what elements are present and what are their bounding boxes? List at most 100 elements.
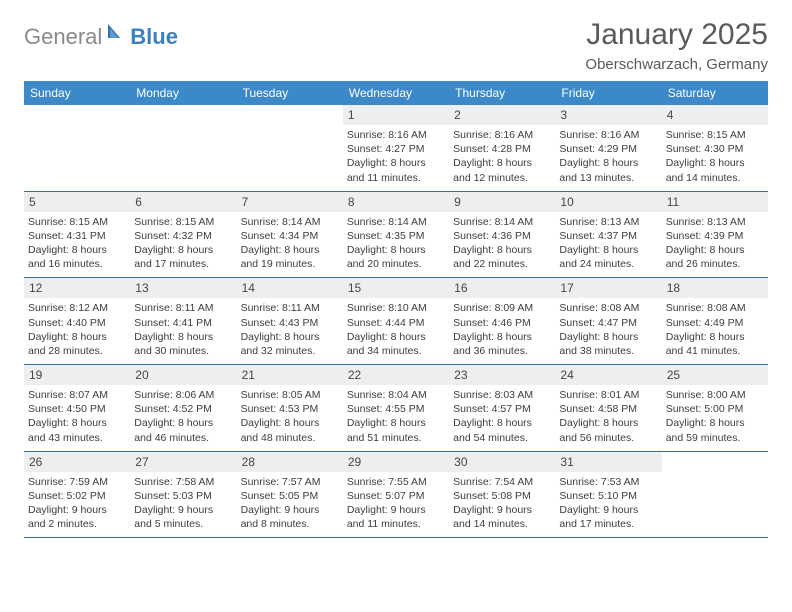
sunrise-text: Sunrise: 7:58 AM xyxy=(134,475,232,489)
sunrise-text: Sunrise: 8:15 AM xyxy=(28,215,126,229)
day-number: 18 xyxy=(662,278,768,298)
day-cell: 6Sunrise: 8:15 AMSunset: 4:32 PMDaylight… xyxy=(130,192,236,278)
day-number xyxy=(24,105,130,111)
day-cell xyxy=(237,105,343,191)
daylight-text: Daylight: 8 hours xyxy=(28,330,126,344)
calendar-grid: Sunday Monday Tuesday Wednesday Thursday… xyxy=(24,81,768,538)
weekday-label: Monday xyxy=(130,81,236,105)
sunrise-text: Sunrise: 8:11 AM xyxy=(134,301,232,315)
day-number: 15 xyxy=(343,278,449,298)
day-number: 1 xyxy=(343,105,449,125)
day-number xyxy=(130,105,236,111)
daylight-text: and 14 minutes. xyxy=(453,517,551,531)
daylight-text: Daylight: 8 hours xyxy=(347,416,445,430)
week-row: 26Sunrise: 7:59 AMSunset: 5:02 PMDayligh… xyxy=(24,452,768,539)
day-number: 9 xyxy=(449,192,555,212)
sunset-text: Sunset: 5:08 PM xyxy=(453,489,551,503)
daylight-text: Daylight: 8 hours xyxy=(241,243,339,257)
page-title: January 2025 xyxy=(585,18,768,52)
day-cell: 7Sunrise: 8:14 AMSunset: 4:34 PMDaylight… xyxy=(237,192,343,278)
day-cell: 11Sunrise: 8:13 AMSunset: 4:39 PMDayligh… xyxy=(662,192,768,278)
daylight-text: Daylight: 8 hours xyxy=(28,243,126,257)
day-details: Sunrise: 7:53 AMSunset: 5:10 PMDaylight:… xyxy=(559,475,657,532)
day-cell: 21Sunrise: 8:05 AMSunset: 4:53 PMDayligh… xyxy=(237,365,343,451)
day-details: Sunrise: 8:15 AMSunset: 4:31 PMDaylight:… xyxy=(28,215,126,272)
day-cell xyxy=(662,452,768,538)
day-cell: 13 Sunrise: 8:11 AMSunset: 4:41 PMDayligh… xyxy=(130,278,236,364)
day-cell: 1Sunrise: 8:16 AMSunset: 4:27 PMDaylight… xyxy=(343,105,449,191)
weekday-label: Tuesday xyxy=(237,81,343,105)
day-details: Sunrise: 8:13 AMSunset: 4:37 PMDaylight:… xyxy=(559,215,657,272)
daylight-text: and 22 minutes. xyxy=(453,257,551,271)
day-cell: 2Sunrise: 8:16 AMSunset: 4:28 PMDaylight… xyxy=(449,105,555,191)
sunset-text: Sunset: 4:34 PM xyxy=(241,229,339,243)
daylight-text: Daylight: 9 hours xyxy=(134,503,232,517)
daylight-text: and 32 minutes. xyxy=(241,344,339,358)
daylight-text: Daylight: 8 hours xyxy=(453,330,551,344)
daylight-text: Daylight: 8 hours xyxy=(347,330,445,344)
day-number: 3 xyxy=(555,105,661,125)
sunset-text: Sunset: 4:58 PM xyxy=(559,402,657,416)
week-row: 1Sunrise: 8:16 AMSunset: 4:27 PMDaylight… xyxy=(24,105,768,192)
title-block: January 2025 Oberschwarzach, Germany xyxy=(585,18,768,73)
day-details: Sunrise: 8:08 AMSunset: 4:49 PMDaylight:… xyxy=(666,301,764,358)
day-cell: 9Sunrise: 8:14 AMSunset: 4:36 PMDaylight… xyxy=(449,192,555,278)
daylight-text: and 26 minutes. xyxy=(666,257,764,271)
daylight-text: and 59 minutes. xyxy=(666,431,764,445)
daylight-text: Daylight: 8 hours xyxy=(134,243,232,257)
daylight-text: and 19 minutes. xyxy=(241,257,339,271)
daylight-text: Daylight: 8 hours xyxy=(134,330,232,344)
day-number: 12 xyxy=(24,278,130,298)
daylight-text: and 17 minutes. xyxy=(559,517,657,531)
location-subtitle: Oberschwarzach, Germany xyxy=(585,56,768,73)
sunrise-text: Sunrise: 8:15 AM xyxy=(134,215,232,229)
sunrise-text: Sunrise: 8:16 AM xyxy=(559,128,657,142)
daylight-text: Daylight: 9 hours xyxy=(559,503,657,517)
day-cell: 25Sunrise: 8:00 AMSunset: 5:00 PMDayligh… xyxy=(662,365,768,451)
day-details: Sunrise: 8:04 AMSunset: 4:55 PMDaylight:… xyxy=(347,388,445,445)
sunrise-text: Sunrise: 8:03 AM xyxy=(453,388,551,402)
day-number: 23 xyxy=(449,365,555,385)
logo: General Blue xyxy=(24,18,178,50)
day-cell: 31Sunrise: 7:53 AMSunset: 5:10 PMDayligh… xyxy=(555,452,661,538)
sunset-text: Sunset: 4:46 PM xyxy=(453,316,551,330)
day-cell: 5 Sunrise: 8:15 AMSunset: 4:31 PMDaylight… xyxy=(24,192,130,278)
day-number: 29 xyxy=(343,452,449,472)
daylight-text: and 13 minutes. xyxy=(559,171,657,185)
daylight-text: Daylight: 9 hours xyxy=(28,503,126,517)
sunrise-text: Sunrise: 8:05 AM xyxy=(241,388,339,402)
daylight-text: Daylight: 8 hours xyxy=(347,243,445,257)
day-number: 27 xyxy=(130,452,236,472)
day-number: 10 xyxy=(555,192,661,212)
week-row: 5 Sunrise: 8:15 AMSunset: 4:31 PMDaylight… xyxy=(24,192,768,279)
day-details: Sunrise: 8:15 AMSunset: 4:32 PMDaylight:… xyxy=(134,215,232,272)
day-cell: 27Sunrise: 7:58 AMSunset: 5:03 PMDayligh… xyxy=(130,452,236,538)
sunset-text: Sunset: 4:28 PM xyxy=(453,142,551,156)
day-number: 13 xyxy=(130,278,236,298)
sunset-text: Sunset: 4:41 PM xyxy=(134,316,232,330)
daylight-text: Daylight: 9 hours xyxy=(347,503,445,517)
day-details: Sunrise: 8:16 AMSunset: 4:29 PMDaylight:… xyxy=(559,128,657,185)
day-number: 4 xyxy=(662,105,768,125)
sunrise-text: Sunrise: 8:14 AM xyxy=(241,215,339,229)
day-number: 5 xyxy=(24,192,130,212)
day-cell: 29 Sunrise: 7:55 AMSunset: 5:07 PMDayligh… xyxy=(343,452,449,538)
daylight-text: and 5 minutes. xyxy=(134,517,232,531)
sunset-text: Sunset: 4:55 PM xyxy=(347,402,445,416)
daylight-text: and 17 minutes. xyxy=(134,257,232,271)
sunset-text: Sunset: 5:02 PM xyxy=(28,489,126,503)
day-details: Sunrise: 7:55 AMSunset: 5:07 PMDaylight:… xyxy=(347,475,445,532)
day-number xyxy=(662,452,768,458)
day-details: Sunrise: 8:09 AMSunset: 4:46 PMDaylight:… xyxy=(453,301,551,358)
logo-text-blue: Blue xyxy=(130,24,178,50)
daylight-text: Daylight: 8 hours xyxy=(559,330,657,344)
day-cell: 22Sunrise: 8:04 AMSunset: 4:55 PMDayligh… xyxy=(343,365,449,451)
day-details: Sunrise: 8:10 AMSunset: 4:44 PMDaylight:… xyxy=(347,301,445,358)
daylight-text: and 2 minutes. xyxy=(28,517,126,531)
daylight-text: and 11 minutes. xyxy=(347,171,445,185)
sail-icon xyxy=(106,22,128,45)
sunrise-text: Sunrise: 8:12 AM xyxy=(28,301,126,315)
sunrise-text: Sunrise: 8:08 AM xyxy=(666,301,764,315)
sunrise-text: Sunrise: 7:55 AM xyxy=(347,475,445,489)
sunset-text: Sunset: 4:30 PM xyxy=(666,142,764,156)
